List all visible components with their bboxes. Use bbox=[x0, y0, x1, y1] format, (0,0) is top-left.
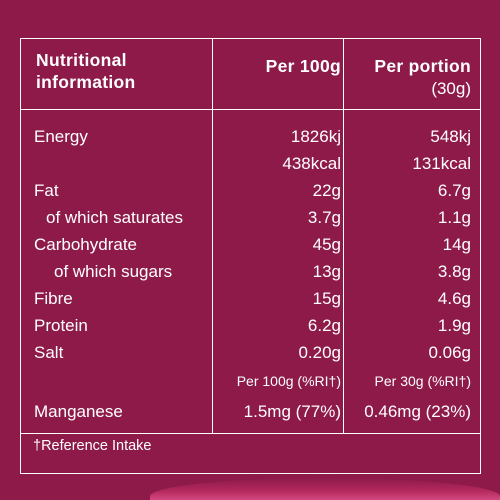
column-divider-2 bbox=[343, 38, 344, 434]
row-label-carbohydrate: Carbohydrate bbox=[34, 235, 138, 254]
row-value-portion-manganese: 0.46mg (23%) bbox=[364, 402, 471, 421]
row-label-fibre: Fibre bbox=[34, 289, 73, 308]
row-label-salt: Salt bbox=[34, 343, 64, 362]
row-value-per100-protein: 6.2g bbox=[307, 316, 341, 335]
header-nutritional: Nutritional bbox=[36, 50, 127, 70]
header-per-portion: Per portion bbox=[374, 56, 471, 76]
row-value-per100-fibre: 15g bbox=[312, 289, 341, 308]
header-per-100g: Per 100g bbox=[265, 56, 341, 76]
row-value-per100-manganese: 1.5mg (77%) bbox=[243, 402, 341, 421]
column-divider-1 bbox=[212, 38, 213, 434]
row-value-per100-energy-kcal: 438kcal bbox=[282, 154, 341, 173]
ri-header-per100: Per 100g (%RI†) bbox=[236, 373, 341, 389]
row-label-saturates: of which saturates bbox=[46, 208, 184, 227]
ri-header-portion: Per 30g (%RI†) bbox=[374, 373, 471, 389]
row-value-per100-salt: 0.20g bbox=[298, 343, 341, 362]
row-value-per100-sugars: 13g bbox=[312, 262, 341, 281]
row-value-portion-protein: 1.9g bbox=[437, 316, 471, 335]
row-label-protein: Protein bbox=[34, 316, 88, 335]
row-value-portion-salt: 0.06g bbox=[428, 343, 471, 362]
row-value-portion-sugars: 3.8g bbox=[437, 262, 471, 281]
footnote-reference-intake: †Reference Intake bbox=[33, 438, 152, 454]
nutrition-table bbox=[20, 38, 481, 474]
header-divider bbox=[20, 109, 481, 110]
row-label-energy: Energy bbox=[34, 127, 88, 146]
row-value-portion-carbohydrate: 14g bbox=[442, 235, 471, 254]
row-value-portion-saturates: 1.1g bbox=[437, 208, 471, 227]
row-label-fat: Fat bbox=[34, 181, 59, 200]
row-label-manganese: Manganese bbox=[34, 402, 123, 421]
header-information: information bbox=[36, 72, 136, 92]
row-value-portion-energy-kj: 548kj bbox=[430, 127, 471, 146]
header-portion-size: (30g) bbox=[431, 79, 471, 98]
row-value-portion-energy-kcal: 131kcal bbox=[412, 154, 471, 173]
row-value-portion-fat: 6.7g bbox=[437, 181, 471, 200]
footnote-divider bbox=[20, 433, 481, 434]
row-value-per100-fat: 22g bbox=[312, 181, 341, 200]
row-value-per100-carbohydrate: 45g bbox=[312, 235, 341, 254]
row-value-portion-fibre: 4.6g bbox=[437, 289, 471, 308]
row-value-per100-energy-kj: 1826kj bbox=[290, 127, 341, 146]
row-label-sugars: of which sugars bbox=[54, 262, 173, 281]
decorative-accent-band bbox=[150, 478, 500, 500]
row-value-per100-saturates: 3.7g bbox=[307, 208, 341, 227]
